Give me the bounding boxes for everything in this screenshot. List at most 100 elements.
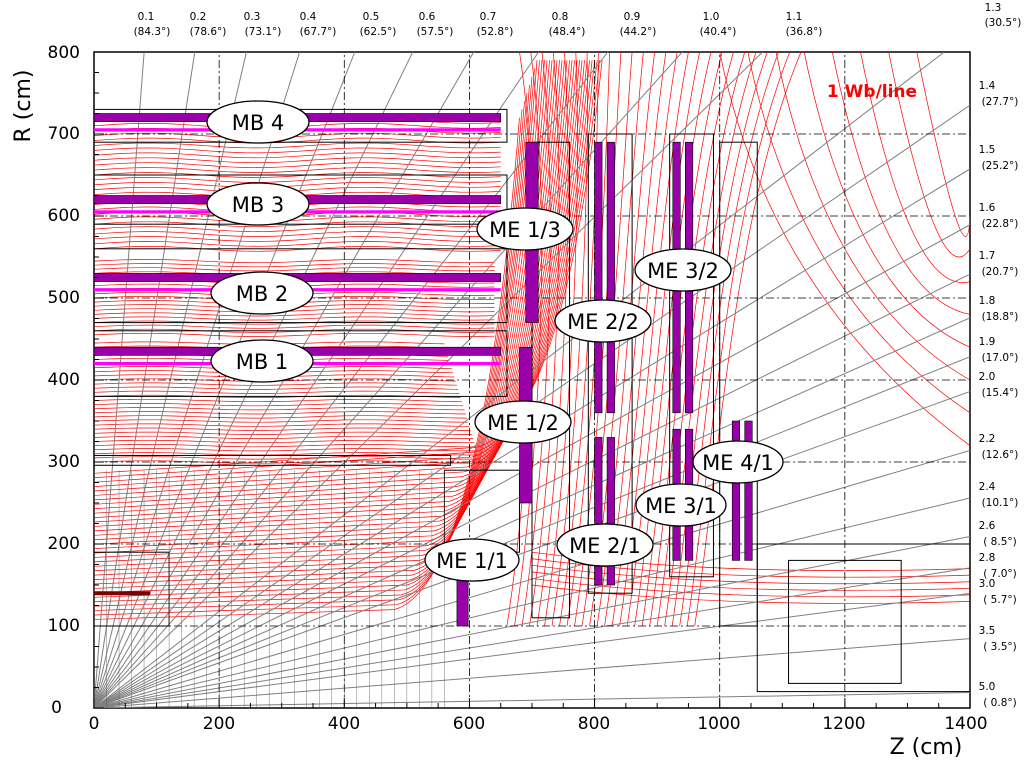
yoke-field-line xyxy=(94,152,501,159)
endcap-field-line xyxy=(686,52,791,627)
station-label-me31: ME 3/1 xyxy=(635,483,727,527)
return-field-line xyxy=(916,52,970,237)
label-ellipse xyxy=(554,299,652,343)
eta-angle: (12.6°) xyxy=(982,449,1019,461)
station-text: ME 1/2 xyxy=(487,411,559,435)
eta-value: 0.7 xyxy=(480,11,497,23)
solenoid-field-line xyxy=(94,411,466,415)
eta-value: 2.8 xyxy=(979,552,996,564)
eta-line xyxy=(94,692,970,708)
solenoid-field-line xyxy=(94,419,469,423)
return-field-line xyxy=(803,52,970,348)
eta-angle: ( 5.7°) xyxy=(983,594,1016,606)
station-label-mb1: MB 1 xyxy=(210,339,314,383)
label-ellipse xyxy=(206,100,310,144)
eta-angle: (62.5°) xyxy=(360,26,397,38)
eta-labels-right: 1.3 (30.5°) 1.4 (27.7°) 1.5 (25.2°) 1.6 … xyxy=(979,2,1022,709)
x-tick-label: 1000 xyxy=(697,714,740,734)
eta-angle: (15.4°) xyxy=(982,387,1019,399)
eta-line xyxy=(94,638,970,708)
endcap-field-line xyxy=(94,60,588,501)
eta-angle: (22.8°) xyxy=(982,218,1019,230)
solenoid-field-line xyxy=(94,386,459,390)
x-tick-label: 1400 xyxy=(944,714,987,734)
x-tick-label: 0 xyxy=(89,714,100,734)
endcap-chamber xyxy=(606,141,615,414)
eta-angle: (84.3°) xyxy=(134,26,171,38)
endcap-field-line xyxy=(94,68,535,594)
yoke-field-line xyxy=(94,167,501,173)
x-tick-label: 400 xyxy=(328,714,360,734)
eta-value: 1.5 xyxy=(979,144,996,156)
y-axis-title: R (cm) xyxy=(11,70,36,143)
endcap-field-line xyxy=(649,52,734,627)
station-label-mb2: MB 2 xyxy=(210,271,314,315)
eta-value: 0.1 xyxy=(138,11,155,23)
yoke-field-line xyxy=(94,246,501,252)
x-tick-label: 200 xyxy=(203,714,235,734)
yoke-field-line xyxy=(94,316,495,321)
y-tick-label: 200 xyxy=(48,534,80,554)
yoke-field-line xyxy=(94,147,501,154)
solenoid-field-line xyxy=(94,403,464,407)
label-ellipse xyxy=(206,182,310,226)
label-ellipse xyxy=(424,538,520,582)
eta-angle: (73.1°) xyxy=(245,26,282,38)
label-ellipse xyxy=(635,483,727,527)
station-text: ME 1/1 xyxy=(436,549,508,573)
eta-value: 1.8 xyxy=(979,295,996,307)
eta-value: 2.4 xyxy=(979,481,996,493)
return-field-line xyxy=(888,52,970,258)
eta-value: 0.8 xyxy=(552,11,569,23)
eta-line xyxy=(94,52,763,708)
eta-value: 0.4 xyxy=(300,11,317,23)
yoke-field-line xyxy=(94,324,495,329)
forward-field-line xyxy=(531,558,970,578)
station-text: MB 1 xyxy=(236,350,289,374)
station-labels: MB 4 MB 3 MB 2 MB 1 ME 1/3 ME 1/2 ME 1/1 xyxy=(206,100,784,582)
endcap-field-line xyxy=(536,52,569,627)
endcap-chamber xyxy=(594,141,603,414)
yoke-field-line xyxy=(94,142,501,149)
yoke-field-line xyxy=(94,172,501,178)
station-text: ME 1/3 xyxy=(489,218,561,242)
station-label-me11: ME 1/1 xyxy=(424,538,520,582)
return-field-line xyxy=(747,52,970,414)
eta-value: 1.1 xyxy=(786,11,803,23)
solenoid-field-line xyxy=(94,394,461,398)
eta-value: 0.5 xyxy=(363,11,380,23)
solenoid-field-line xyxy=(94,448,477,452)
endcap-chamber xyxy=(594,437,603,586)
eta-angle: ( 0.8°) xyxy=(983,697,1016,709)
y-tick-label: 100 xyxy=(48,616,80,636)
solenoid-field-line xyxy=(94,444,476,448)
eta-value: 0.3 xyxy=(244,11,261,23)
solenoid-field-line xyxy=(94,452,479,456)
station-text: MB 3 xyxy=(232,193,285,217)
yoke-field-line xyxy=(94,231,501,237)
y-tick-label: 600 xyxy=(48,206,80,226)
endcap-chamber xyxy=(744,420,753,561)
station-label-mb4: MB 4 xyxy=(206,100,310,144)
solenoid-field-line xyxy=(94,456,480,460)
eta-angle: (78.6°) xyxy=(190,26,227,38)
endcap-field-line xyxy=(694,52,802,627)
yoke-field-line xyxy=(94,259,495,264)
eta-angle: (27.7°) xyxy=(982,96,1019,108)
x-tick-label: 800 xyxy=(578,714,610,734)
eta-angle: (30.5°) xyxy=(985,17,1022,29)
eta-value: 1.0 xyxy=(703,11,720,23)
yoke-field-line xyxy=(94,312,495,317)
label-ellipse xyxy=(634,248,732,292)
yoke-field-line xyxy=(94,236,501,242)
eta-value: 2.0 xyxy=(979,371,996,383)
yoke-field-line xyxy=(94,132,501,139)
endcap-field-line xyxy=(94,60,570,532)
endcap-field-line xyxy=(671,52,768,627)
yoke-field-line xyxy=(94,221,501,228)
label-ellipse xyxy=(476,207,574,251)
station-text: ME 3/2 xyxy=(647,259,719,283)
forward-field-line xyxy=(531,578,970,598)
station-label-mb3: MB 3 xyxy=(206,182,310,226)
